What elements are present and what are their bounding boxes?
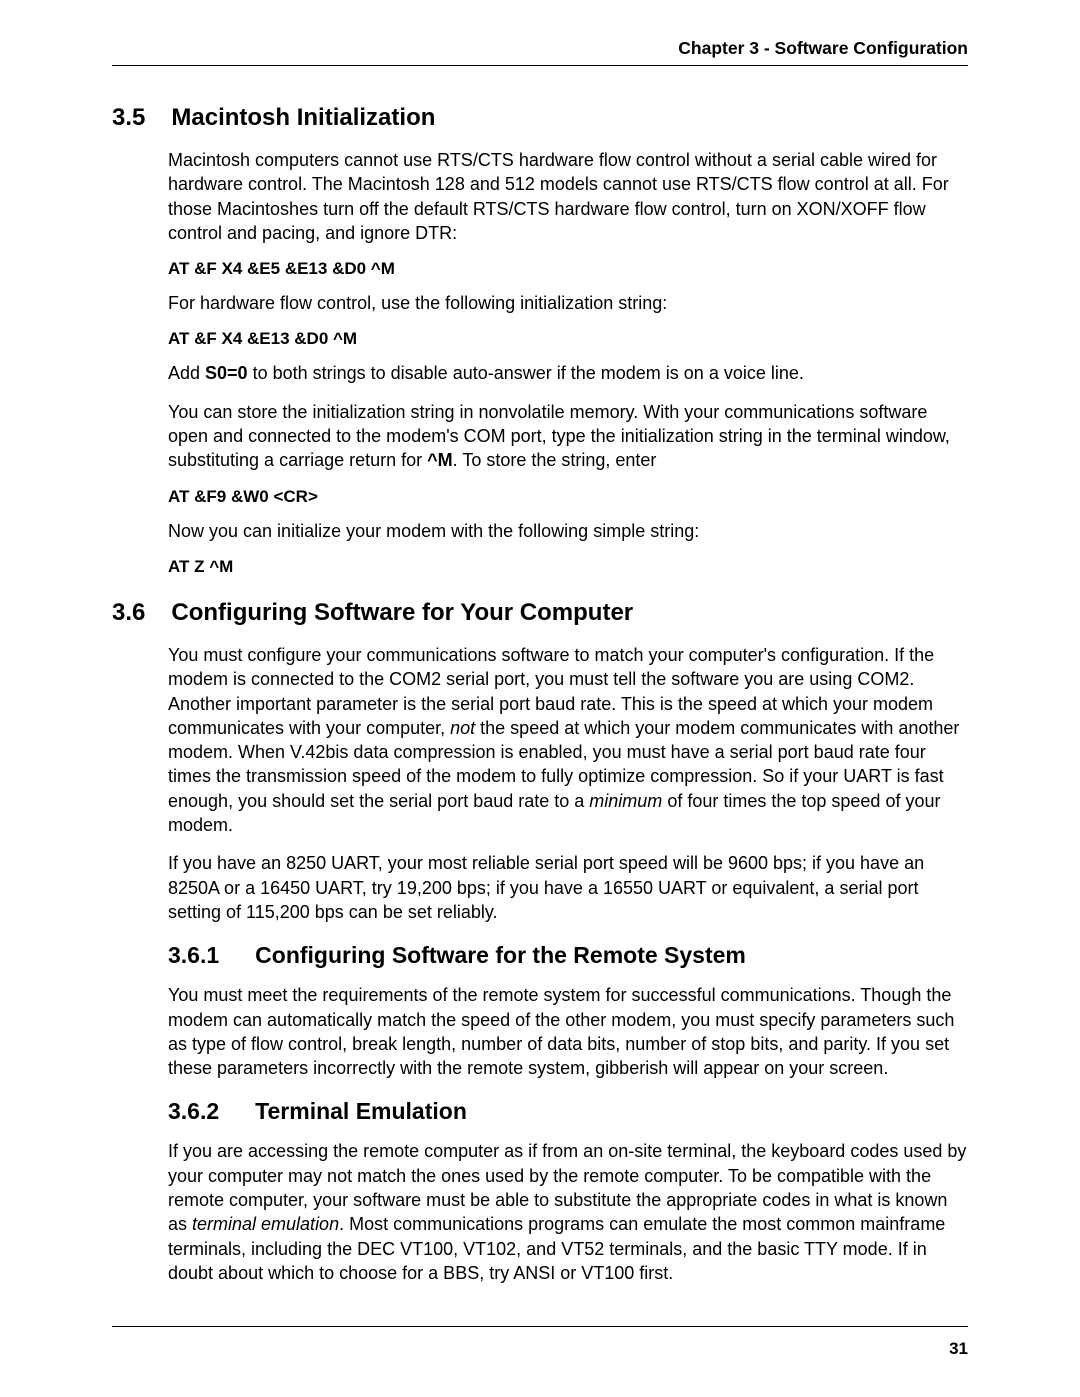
section-title: Terminal Emulation bbox=[255, 1098, 467, 1125]
command-string: AT Z ^M bbox=[168, 557, 968, 577]
text-run: to both strings to disable auto-answer i… bbox=[248, 363, 804, 383]
page-container: Chapter 3 - Software Configuration 3.5 M… bbox=[0, 0, 1080, 1339]
text-run: . To store the string, enter bbox=[453, 450, 657, 470]
section-title: Macintosh Initialization bbox=[171, 104, 435, 132]
chapter-label: Chapter 3 - Software Configuration bbox=[678, 38, 968, 59]
paragraph: Now you can initialize your modem with t… bbox=[168, 519, 968, 543]
italic-text: minimum bbox=[589, 791, 662, 811]
section-3-6-1-body: You must meet the requirements of the re… bbox=[168, 983, 968, 1080]
paragraph: If you have an 8250 UART, your most reli… bbox=[168, 851, 968, 924]
section-3-5-body: Macintosh computers cannot use RTS/CTS h… bbox=[168, 148, 968, 577]
section-title: Configuring Software for Your Computer bbox=[171, 599, 633, 627]
paragraph: You must meet the requirements of the re… bbox=[168, 983, 968, 1080]
section-number: 3.5 bbox=[112, 104, 145, 132]
paragraph: Macintosh computers cannot use RTS/CTS h… bbox=[168, 148, 968, 245]
section-title: Configuring Software for the Remote Syst… bbox=[255, 942, 746, 969]
footer-rule bbox=[112, 1326, 968, 1327]
header-rule bbox=[112, 65, 968, 66]
paragraph: You can store the initialization string … bbox=[168, 400, 968, 473]
italic-text: not bbox=[450, 718, 475, 738]
section-3-5-heading: 3.5 Macintosh Initialization bbox=[112, 104, 968, 132]
command-string: AT &F X4 &E5 &E13 &D0 ^M bbox=[168, 259, 968, 279]
paragraph: For hardware flow control, use the follo… bbox=[168, 291, 968, 315]
paragraph: Add S0=0 to both strings to disable auto… bbox=[168, 361, 968, 385]
command-string: AT &F X4 &E13 &D0 ^M bbox=[168, 329, 968, 349]
text-run: Add bbox=[168, 363, 205, 383]
page-header: Chapter 3 - Software Configuration bbox=[112, 38, 968, 59]
section-number: 3.6.2 bbox=[168, 1098, 219, 1125]
section-number: 3.6 bbox=[112, 599, 145, 627]
section-3-6-2-heading: 3.6.2 Terminal Emulation bbox=[168, 1098, 968, 1125]
paragraph: You must configure your communications s… bbox=[168, 643, 968, 837]
section-3-6-heading: 3.6 Configuring Software for Your Comput… bbox=[112, 599, 968, 627]
section-number: 3.6.1 bbox=[168, 942, 219, 969]
section-3-6-body: You must configure your communications s… bbox=[168, 643, 968, 924]
command-string: AT &F9 &W0 <CR> bbox=[168, 487, 968, 507]
section-3-6-1-heading: 3.6.1 Configuring Software for the Remot… bbox=[168, 942, 968, 969]
section-3-6-2-body: If you are accessing the remote computer… bbox=[168, 1139, 968, 1285]
paragraph: If you are accessing the remote computer… bbox=[168, 1139, 968, 1285]
bold-text: S0=0 bbox=[205, 363, 248, 383]
italic-text: terminal emulation bbox=[192, 1214, 339, 1234]
bold-text: ^M bbox=[427, 450, 453, 470]
page-number: 31 bbox=[949, 1339, 968, 1359]
